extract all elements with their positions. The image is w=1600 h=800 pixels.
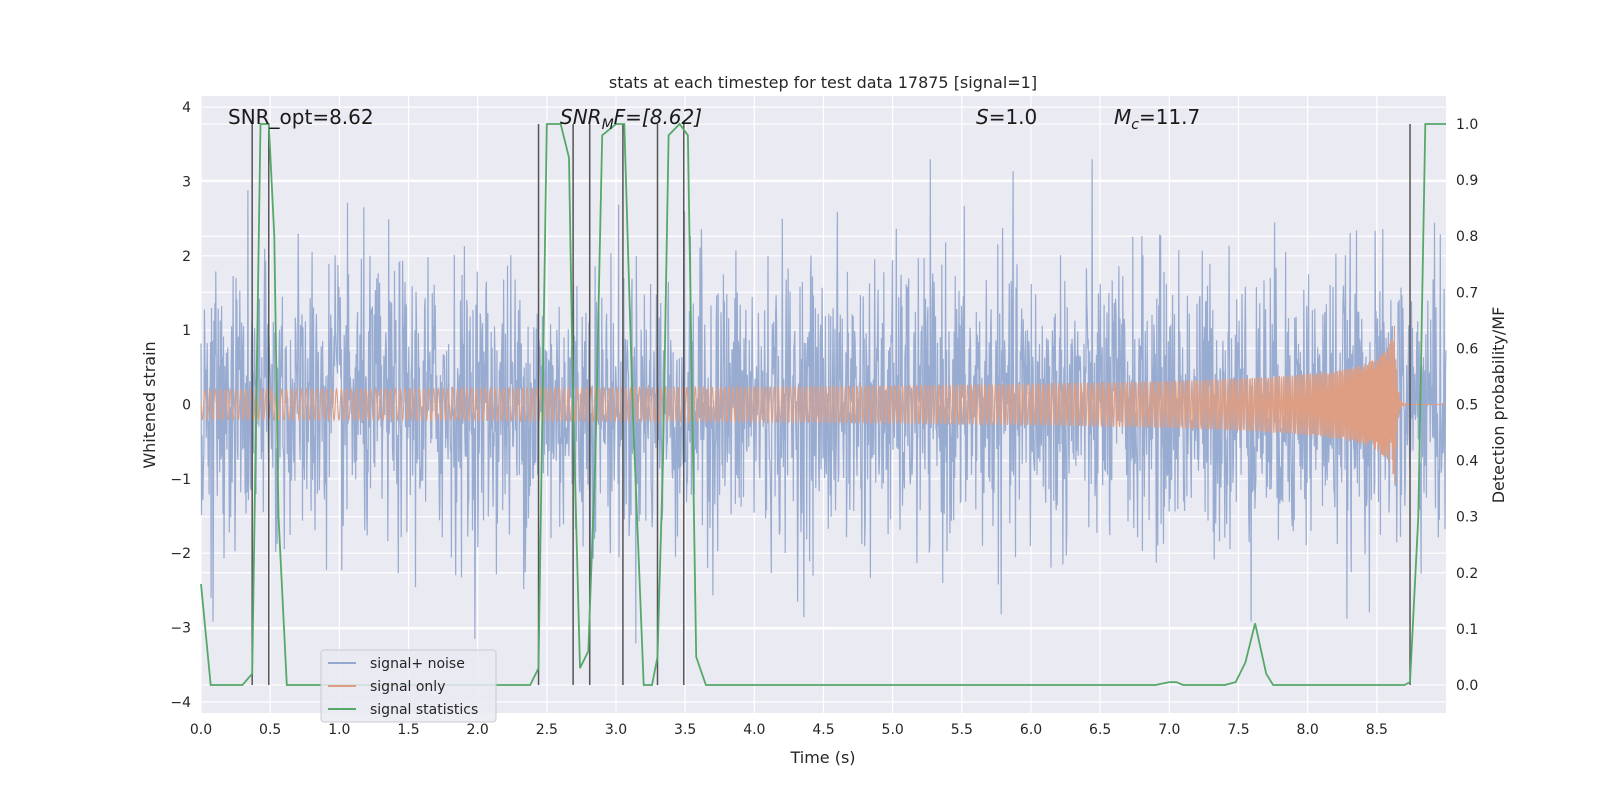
- x-tick-label: 7.5: [1227, 722, 1249, 738]
- y-right-tick-label: 0.2: [1456, 566, 1478, 582]
- legend-label-signal: signal only: [370, 679, 445, 695]
- x-tick-label: 2.5: [536, 722, 558, 738]
- y-tick-label: 1: [182, 323, 191, 339]
- y-axis-label: Whitened strain: [140, 341, 159, 468]
- mc-val: =11.7: [1139, 105, 1200, 129]
- y-right-tick-label: 0.5: [1456, 398, 1478, 414]
- y-right-tick-label: 0.4: [1456, 454, 1478, 470]
- y-right-tick-label: 1.0: [1456, 117, 1478, 133]
- x-tick-label: 0.0: [190, 722, 212, 738]
- x-tick-label: 4.5: [812, 722, 834, 738]
- x-tick-label: 6.0: [1020, 722, 1042, 738]
- s-val: =1.0: [989, 105, 1038, 129]
- y-right-tick-label: 0.0: [1456, 678, 1478, 694]
- annotation-mc: Mc=11.7: [1114, 105, 1200, 133]
- x-tick-label: 6.5: [1089, 722, 1111, 738]
- y-tick-label: 2: [182, 249, 191, 265]
- x-tick-label: 5.5: [951, 722, 973, 738]
- legend-box: [320, 649, 497, 723]
- y-tick-label: 3: [182, 174, 191, 190]
- y-tick-label: −4: [170, 695, 191, 711]
- snr-mf-sub: M: [602, 117, 614, 133]
- x-tick-label: 3.5: [674, 722, 696, 738]
- x-ticks: 0.0 0.5 1.0 1.5 2.0 2.5 3.0 3.5 4.0 4.5 5.0 5.5 6.0 6…: [190, 722, 1388, 738]
- mc-sub: c: [1131, 117, 1139, 133]
- x-tick-label: 4.0: [743, 722, 765, 738]
- y-right-tick-label: 0.7: [1456, 285, 1478, 301]
- annotation-s: S=1.0: [976, 105, 1037, 129]
- y-right-tick-label: 0.1: [1456, 622, 1478, 638]
- x-tick-label: 7.0: [1158, 722, 1180, 738]
- s-var: S: [976, 105, 989, 129]
- series-signal-only: [200, 325, 1446, 484]
- y-axis-label-right: Detection probability/MF: [1489, 307, 1508, 504]
- x-tick-label: 8.5: [1366, 722, 1388, 738]
- chart-title: stats at each timestep for test data 178…: [609, 73, 1037, 92]
- x-tick-label: 2.0: [467, 722, 489, 738]
- signal-series-layer: [200, 325, 1446, 484]
- y-ticks-left: 4 3 2 1 0 −1 −2 −3 −4: [170, 100, 191, 711]
- snr-mf-base: SNR: [560, 105, 602, 129]
- legend-label-noise: signal+ noise: [370, 656, 465, 672]
- y-right-tick-label: 0.3: [1456, 510, 1478, 526]
- annotation-snr-opt: SNR_opt=8.62: [228, 105, 374, 129]
- x-tick-label: 5.0: [882, 722, 904, 738]
- x-tick-label: 3.0: [605, 722, 627, 738]
- legend-label-statistics: signal statistics: [370, 702, 478, 718]
- y-tick-label: −1: [170, 472, 191, 488]
- snr-mf-tail: F=[8.62]: [614, 105, 702, 129]
- y-right-tick-label: 0.9: [1456, 173, 1478, 189]
- x-tick-label: 1.0: [328, 722, 350, 738]
- y-right-tick-label: 0.8: [1456, 229, 1478, 245]
- y-right-tick-label: 0.6: [1456, 341, 1478, 357]
- y-tick-label: −2: [170, 546, 191, 562]
- series-signal-plus-noise: [200, 159, 1447, 644]
- series-signal-statistics: [200, 122, 1446, 686]
- mc-var: M: [1114, 105, 1131, 129]
- x-tick-label: 0.5: [259, 722, 281, 738]
- y-tick-label: 4: [182, 100, 191, 116]
- x-tick-label: 1.5: [397, 722, 419, 738]
- annotation-snr-mf: SNRMF=[8.62]: [560, 105, 702, 133]
- x-tick-label: 8.0: [1297, 722, 1319, 738]
- x-axis-label: Time (s): [789, 748, 855, 767]
- y-tick-label: 0: [182, 398, 191, 414]
- legend: signal+ noise signal only signal statist…: [320, 649, 497, 723]
- y-ticks-right: 1.0 0.9 0.8 0.7 0.6 0.5 0.4 0.3 0.2 0.1 0.0: [1456, 117, 1478, 694]
- noise-series-layer: [200, 159, 1447, 644]
- y-tick-label: −3: [170, 621, 191, 637]
